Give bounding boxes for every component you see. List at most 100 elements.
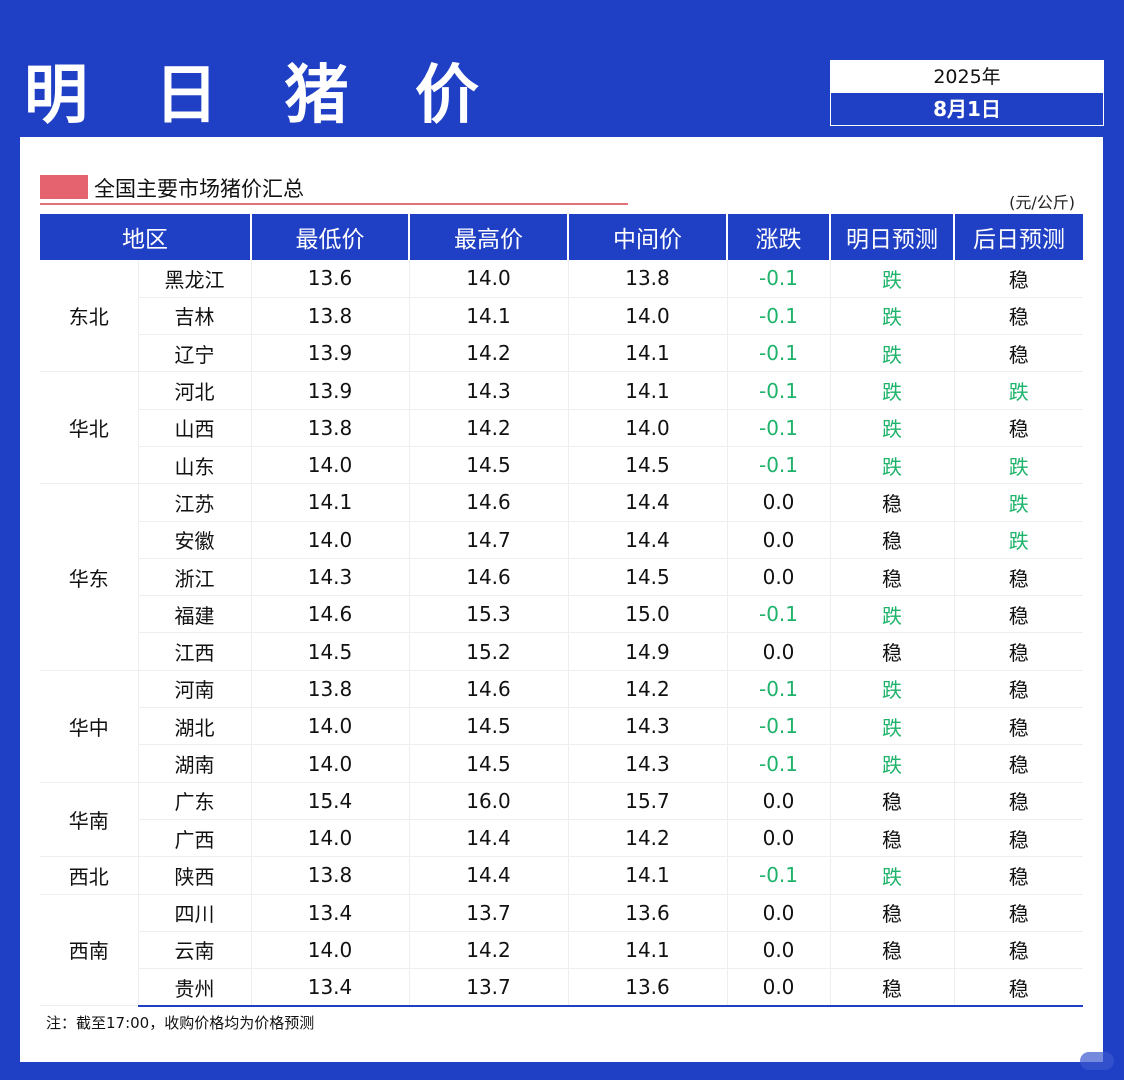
mid-price-cell: 13.6 bbox=[567, 894, 727, 932]
mid-price-cell: 13.8 bbox=[567, 260, 727, 298]
mid-price-cell: 14.0 bbox=[567, 409, 727, 447]
column-header-low: 最低价 bbox=[250, 214, 409, 260]
after-forecast-cell: 稳 bbox=[953, 260, 1083, 298]
province-cell: 贵州 bbox=[137, 968, 251, 1007]
table-row: 辽宁 13.9 14.2 14.1 -0.1 跌稳 bbox=[40, 334, 1083, 373]
low-price-cell: 14.3 bbox=[250, 558, 409, 597]
low-price-cell: 14.0 bbox=[250, 446, 409, 485]
after-forecast-cell: 跌 bbox=[953, 371, 1083, 410]
date-day: 8月1日 bbox=[933, 97, 1001, 121]
column-header-high: 最高价 bbox=[408, 214, 568, 260]
after-forecast-cell: 跌 bbox=[953, 483, 1083, 522]
change-cell: -0.1 bbox=[726, 446, 830, 485]
price-table: 地区 最低价 最高价 中间价 涨跌 明日预测 后日预测 东北 黑龙江 13.6 14.… bbox=[40, 214, 1083, 1007]
mid-price-cell: 14.1 bbox=[567, 371, 727, 410]
change-cell: -0.1 bbox=[726, 297, 830, 336]
mid-price-cell: 14.4 bbox=[567, 521, 727, 559]
table-row: 山东 14.0 14.5 14.5 -0.1 跌跌 bbox=[40, 446, 1083, 485]
table-row: 西北 陕西 13.8 14.4 14.1 -0.1 跌稳 bbox=[40, 856, 1083, 895]
mid-price-cell: 14.2 bbox=[567, 670, 727, 709]
mid-price-cell: 14.5 bbox=[567, 558, 727, 597]
low-price-cell: 13.4 bbox=[250, 894, 409, 932]
table-row: 云南 14.0 14.2 14.1 0.0 稳稳 bbox=[40, 931, 1083, 970]
tomorrow-forecast-cell: 稳 bbox=[829, 819, 954, 858]
province-cell: 辽宁 bbox=[137, 334, 251, 373]
table-row: 华中 河南 13.8 14.6 14.2 -0.1 跌稳 bbox=[40, 670, 1083, 783]
change-cell: 0.0 bbox=[726, 894, 830, 932]
province-cell: 广东 bbox=[137, 782, 251, 820]
low-price-cell: 13.8 bbox=[250, 409, 409, 447]
low-price-cell: 13.6 bbox=[250, 260, 409, 298]
table-row: 福建 14.6 15.3 15.0 -0.1 跌稳 bbox=[40, 595, 1083, 634]
mid-price-cell: 14.3 bbox=[567, 707, 727, 746]
table-header-row: 地区 最低价 最高价 中间价 涨跌 明日预测 后日预测 bbox=[40, 214, 1083, 260]
change-cell: -0.1 bbox=[726, 409, 830, 447]
change-cell: 0.0 bbox=[726, 782, 830, 820]
section-title: 全国主要市场猪价汇总 bbox=[94, 177, 304, 201]
date-box: 2025年 8月1日 bbox=[830, 60, 1104, 126]
after-forecast-cell: 稳 bbox=[953, 819, 1083, 858]
mid-price-cell: 14.4 bbox=[567, 483, 727, 522]
high-price-cell: 14.2 bbox=[408, 931, 568, 970]
table-row: 华东 江苏 14.1 14.6 14.4 0.0 稳跌 bbox=[40, 483, 1083, 671]
change-cell: -0.1 bbox=[726, 334, 830, 373]
province-cell: 黑龙江 bbox=[137, 260, 251, 298]
low-price-cell: 14.0 bbox=[250, 521, 409, 559]
low-price-cell: 13.9 bbox=[250, 371, 409, 410]
change-cell: 0.0 bbox=[726, 931, 830, 970]
column-header-after: 后日预测 bbox=[953, 214, 1083, 260]
page-title: 明 日 猪 价 bbox=[24, 59, 501, 133]
change-cell: -0.1 bbox=[726, 595, 830, 634]
table-row: 湖北 14.0 14.5 14.3 -0.1 跌稳 bbox=[40, 707, 1083, 746]
after-forecast-cell: 稳 bbox=[953, 297, 1083, 336]
mid-price-cell: 14.3 bbox=[567, 744, 727, 783]
high-price-cell: 13.7 bbox=[408, 894, 568, 932]
province-cell: 山东 bbox=[137, 446, 251, 485]
change-cell: 0.0 bbox=[726, 968, 830, 1007]
region-cell: 华北 bbox=[40, 371, 138, 485]
low-price-cell: 13.9 bbox=[250, 334, 409, 373]
date-year: 2025年 bbox=[831, 61, 1103, 93]
table-row: 吉林 13.8 14.1 14.0 -0.1 跌稳 bbox=[40, 297, 1083, 336]
province-cell: 湖北 bbox=[137, 707, 251, 746]
high-price-cell: 14.3 bbox=[408, 371, 568, 410]
high-price-cell: 14.5 bbox=[408, 707, 568, 746]
high-price-cell: 15.2 bbox=[408, 632, 568, 671]
mid-price-cell: 15.0 bbox=[567, 595, 727, 634]
tomorrow-forecast-cell: 稳 bbox=[829, 782, 954, 820]
low-price-cell: 13.8 bbox=[250, 297, 409, 336]
change-cell: 0.0 bbox=[726, 819, 830, 858]
after-forecast-cell: 稳 bbox=[953, 409, 1083, 447]
tomorrow-forecast-cell: 稳 bbox=[829, 894, 954, 932]
province-cell: 陕西 bbox=[137, 856, 251, 895]
low-price-cell: 14.0 bbox=[250, 744, 409, 783]
column-header-region: 地区 bbox=[40, 214, 251, 260]
tomorrow-forecast-cell: 跌 bbox=[829, 595, 954, 634]
high-price-cell: 14.0 bbox=[408, 260, 568, 298]
high-price-cell: 14.5 bbox=[408, 446, 568, 485]
tomorrow-forecast-cell: 稳 bbox=[829, 968, 954, 1007]
high-price-cell: 14.1 bbox=[408, 297, 568, 336]
province-cell: 吉林 bbox=[137, 297, 251, 336]
high-price-cell: 16.0 bbox=[408, 782, 568, 820]
table-row: 安徽 14.0 14.7 14.4 0.0 稳跌 bbox=[40, 521, 1083, 559]
table-row: 湖南 14.0 14.5 14.3 -0.1 跌稳 bbox=[40, 744, 1083, 783]
change-cell: 0.0 bbox=[726, 558, 830, 597]
province-cell: 浙江 bbox=[137, 558, 251, 597]
province-cell: 广西 bbox=[137, 819, 251, 858]
region-cell: 华南 bbox=[40, 782, 138, 858]
mid-price-cell: 13.6 bbox=[567, 968, 727, 1007]
high-price-cell: 14.4 bbox=[408, 819, 568, 858]
after-forecast-cell: 稳 bbox=[953, 707, 1083, 746]
tomorrow-forecast-cell: 跌 bbox=[829, 744, 954, 783]
tomorrow-forecast-cell: 跌 bbox=[829, 446, 954, 485]
change-cell: 0.0 bbox=[726, 483, 830, 522]
content-panel: 全国主要市场猪价汇总 (元/公斤) 地区 最低价 最高价 中间价 涨跌 明日预测… bbox=[20, 137, 1103, 1062]
tomorrow-forecast-cell: 跌 bbox=[829, 707, 954, 746]
table-body: 东北 黑龙江 13.6 14.0 13.8 -0.1 跌稳吉林 13.8 14.1 14.0 -0.… bbox=[40, 260, 1083, 1007]
low-price-cell: 13.8 bbox=[250, 856, 409, 895]
tomorrow-forecast-cell: 跌 bbox=[829, 409, 954, 447]
low-price-cell: 14.0 bbox=[250, 931, 409, 970]
province-cell: 云南 bbox=[137, 931, 251, 970]
after-forecast-cell: 稳 bbox=[953, 670, 1083, 709]
